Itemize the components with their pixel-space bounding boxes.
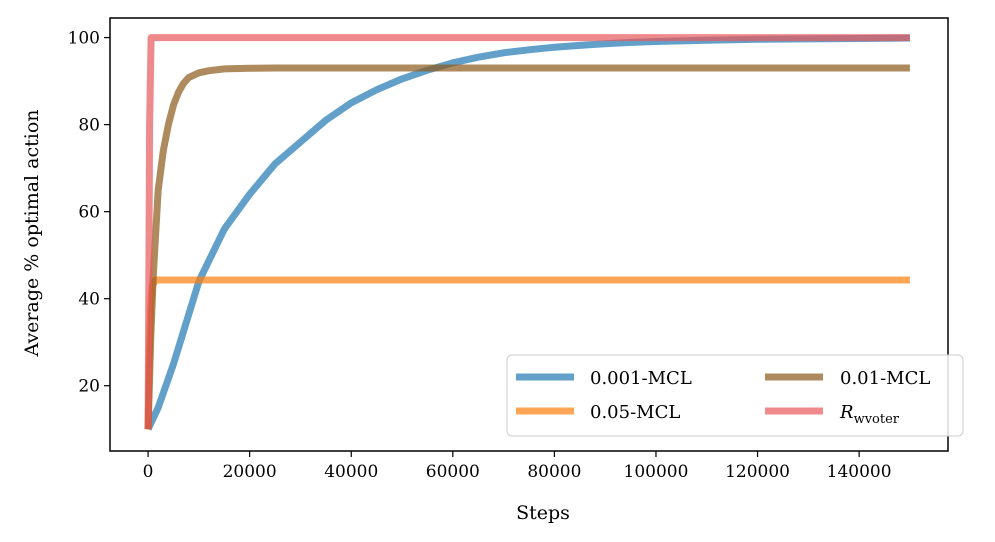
y-tick-label: 20 bbox=[78, 377, 100, 397]
legend-label-0.001-mcl: 0.001-MCL bbox=[590, 368, 692, 389]
x-tick-label: 40000 bbox=[324, 462, 378, 482]
legend-label-0.01-mcl: 0.01-MCL bbox=[840, 368, 930, 389]
series-line-r-wvoter bbox=[144, 34, 910, 430]
y-axis-ticks: 20 40 60 80 100 bbox=[68, 29, 110, 397]
legend-label-r-subscript: wvoter bbox=[854, 412, 900, 427]
y-axis-label: Average % optimal action bbox=[21, 109, 43, 357]
series-line-0-01-mcl bbox=[144, 64, 910, 430]
x-tick-label: 140000 bbox=[827, 462, 892, 482]
x-tick-label: 60000 bbox=[426, 462, 480, 482]
y-tick-label: 80 bbox=[78, 116, 100, 136]
legend: 0.001-MCL 0.05-MCL 0.01-MCL Rwvoter bbox=[506, 354, 964, 437]
legend-box bbox=[506, 354, 964, 437]
x-tick-label: 20000 bbox=[223, 462, 277, 482]
y-tick-label: 40 bbox=[78, 290, 100, 310]
legend-label-r-main: R bbox=[839, 402, 854, 423]
x-axis-ticks: 0 20000 40000 60000 80000 100000 120000 140000 bbox=[143, 451, 892, 482]
y-tick-label: 60 bbox=[78, 203, 100, 223]
legend-label-r-wvoter: Rwvoter bbox=[839, 402, 900, 427]
x-tick-label: 80000 bbox=[527, 462, 581, 482]
x-tick-label: 120000 bbox=[725, 462, 790, 482]
y-tick-label: 100 bbox=[68, 29, 100, 49]
x-tick-label: 0 bbox=[143, 462, 154, 482]
x-axis-label: Steps bbox=[516, 502, 570, 524]
x-tick-label: 100000 bbox=[624, 462, 689, 482]
legend-label-0.05-mcl: 0.05-MCL bbox=[590, 402, 680, 423]
series-layer bbox=[144, 34, 910, 431]
